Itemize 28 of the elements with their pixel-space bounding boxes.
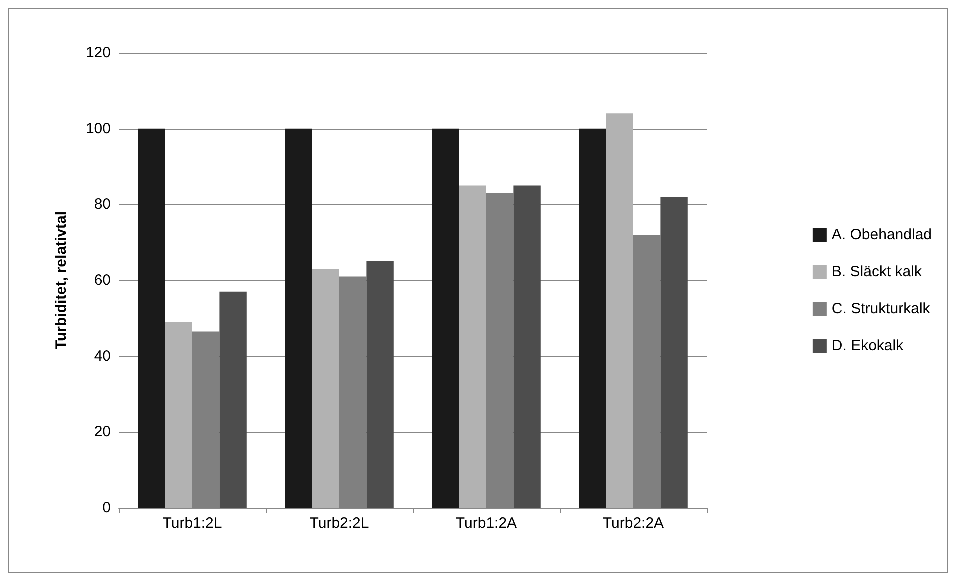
bar <box>165 322 192 508</box>
bar <box>660 197 688 508</box>
bar <box>579 128 606 508</box>
y-tick-label: 20 <box>94 424 111 441</box>
y-tick-label: 40 <box>94 348 111 365</box>
y-axis-title: Turbiditet, relativtal <box>53 211 70 350</box>
legend-label: B. Släckt kalk <box>832 264 922 280</box>
bar <box>432 128 460 508</box>
legend-label: D. Ekokalk <box>832 338 904 354</box>
x-tick-label: Turb2:2A <box>602 515 664 532</box>
bar <box>285 128 312 508</box>
x-tick-label: Turb1:2A <box>456 515 518 532</box>
y-tick-label: 80 <box>94 196 111 214</box>
y-tick-label: 120 <box>86 44 111 62</box>
bar <box>606 114 634 508</box>
bar <box>514 186 541 508</box>
y-tick-label: 0 <box>102 500 111 516</box>
legend-label: A. Obehandlad <box>832 226 932 244</box>
bar <box>312 269 340 508</box>
bar <box>459 186 486 508</box>
bar <box>220 292 247 508</box>
x-tick-label: Turb2:2L <box>310 515 370 532</box>
y-tick-label: 100 <box>86 120 111 138</box>
y-tick-label: 60 <box>94 272 111 289</box>
bar <box>366 262 394 508</box>
x-tick-label: Turb1:2L <box>162 515 222 532</box>
legend-label: C. Strukturkalk <box>832 300 931 318</box>
bar <box>138 128 166 508</box>
